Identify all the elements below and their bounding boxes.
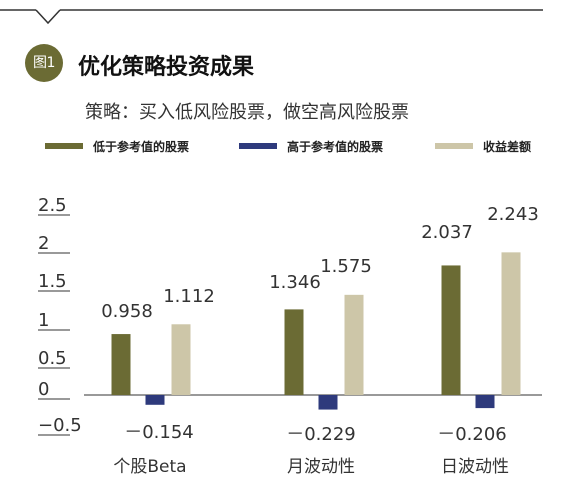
y-tick-label: 1.5 — [38, 271, 67, 292]
bar-low-2 — [441, 265, 461, 395]
bar-high-1 — [318, 395, 338, 410]
legend-swatch-low — [45, 143, 83, 149]
bar-low-0 — [111, 334, 131, 395]
y-tick-label: 2.5 — [38, 195, 67, 216]
bar-high-0 — [145, 395, 165, 405]
bar-spread-0 — [171, 324, 191, 395]
legend-item-low: 低于参考值的股票 — [45, 137, 189, 155]
y-tick-label: 2 — [38, 233, 49, 254]
legend-item-high: 高于参考值的股票 — [239, 137, 383, 155]
category-label: 月波动性 — [287, 457, 355, 477]
category-label: 日波动性 — [441, 457, 509, 477]
legend-label-low: 低于参考值的股票 — [93, 139, 190, 154]
data-label: 1.346 — [269, 272, 321, 293]
bar-spread-2 — [501, 252, 521, 395]
category-label: 个股Beta — [113, 457, 186, 477]
header-rule — [0, 9, 543, 25]
data-label: －0.229 — [286, 424, 356, 445]
data-label: 2.243 — [487, 204, 539, 225]
bar-low-1 — [284, 309, 304, 395]
chart-subtitle: 策略：买入低风险股票，做空高风险股票 — [85, 102, 409, 123]
legend-swatch-spread — [435, 143, 473, 149]
data-label: 1.112 — [163, 286, 215, 307]
data-label: －0.154 — [124, 422, 194, 443]
legend-label-spread: 收益差额 — [483, 139, 532, 154]
legend-label-high: 高于参考值的股票 — [287, 139, 384, 154]
bar-high-2 — [475, 395, 495, 409]
legend-swatch-high — [239, 143, 277, 149]
chart-title: 优化策略投资成果 — [78, 55, 255, 80]
y-tick-label: 1 — [38, 310, 49, 331]
legend-item-spread: 收益差额 — [435, 137, 531, 155]
y-tick-label: 0 — [38, 379, 49, 400]
data-label: 2.037 — [421, 222, 473, 243]
y-tick-label: 0.5 — [38, 348, 67, 369]
data-label: 0.958 — [101, 301, 153, 322]
data-label: 1.575 — [320, 256, 372, 277]
data-label: －0.206 — [437, 424, 507, 445]
y-tick-label: −0.5 — [38, 415, 82, 436]
figure-badge: 图1 — [25, 44, 63, 82]
bar-spread-1 — [344, 294, 364, 395]
